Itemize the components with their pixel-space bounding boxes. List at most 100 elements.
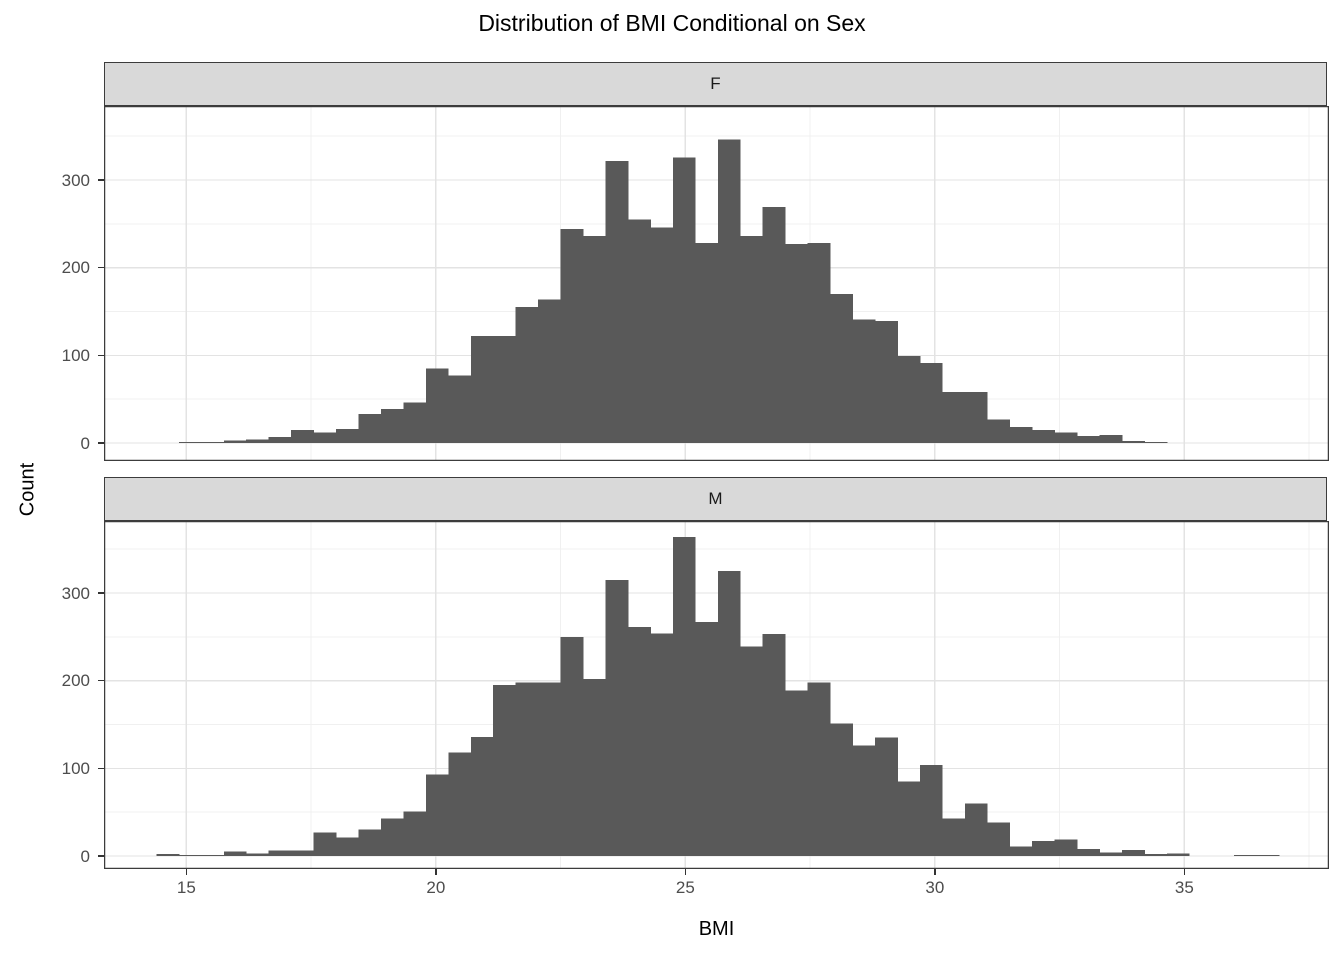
y-tick-label: 300 bbox=[61, 583, 90, 603]
x-tick-label: 25 bbox=[675, 878, 695, 897]
histogram-bar bbox=[874, 321, 898, 443]
histogram-bar bbox=[605, 579, 629, 856]
y-tick-label: 100 bbox=[61, 758, 90, 778]
histogram-bar bbox=[448, 752, 472, 856]
y-tick-label: 200 bbox=[61, 671, 90, 691]
y-tick-mark bbox=[98, 592, 104, 594]
histogram-bar bbox=[740, 236, 764, 443]
y-tick-mark bbox=[98, 267, 104, 269]
y-tick-mark bbox=[98, 354, 104, 357]
x-tick-label: 30 bbox=[925, 878, 945, 897]
histogram-bar bbox=[493, 685, 517, 856]
y-tick-label: 0 bbox=[80, 433, 90, 453]
histogram-bar bbox=[268, 436, 292, 443]
histogram-bar bbox=[1009, 846, 1033, 856]
y-tick-mark bbox=[98, 680, 104, 682]
histogram-bar bbox=[627, 627, 651, 856]
histogram-bar bbox=[1099, 852, 1123, 856]
histogram-bar bbox=[919, 764, 943, 856]
histogram-F bbox=[103, 105, 1330, 462]
histogram-bar bbox=[740, 646, 764, 856]
histogram-bar bbox=[358, 414, 382, 443]
y-tick-mark bbox=[98, 855, 104, 857]
histogram-bar bbox=[942, 392, 966, 443]
panel-f bbox=[103, 105, 1330, 462]
x-tick-mark bbox=[684, 869, 687, 875]
histogram-bar bbox=[807, 243, 831, 443]
y-tick-mark bbox=[98, 442, 104, 444]
facet-strip-f-label: F bbox=[710, 74, 721, 93]
histogram-bar bbox=[1077, 435, 1100, 443]
histogram-bar bbox=[1234, 855, 1258, 856]
panel-border bbox=[103, 520, 1330, 870]
histogram-bar bbox=[336, 837, 359, 856]
histogram-bar bbox=[762, 634, 786, 856]
histogram-bar bbox=[964, 392, 988, 443]
y-tick-mark bbox=[98, 179, 104, 181]
histogram-bar bbox=[515, 682, 539, 856]
histogram-bar bbox=[1166, 853, 1190, 856]
histogram-bar bbox=[807, 682, 831, 856]
x-axis-title: BMI bbox=[698, 918, 735, 940]
histogram-bar bbox=[919, 363, 943, 443]
histogram-bar bbox=[313, 432, 337, 443]
histogram-bar bbox=[178, 442, 202, 443]
facet-strip-m: M bbox=[104, 477, 1327, 521]
histogram-bar bbox=[156, 854, 180, 856]
histogram-bar bbox=[403, 402, 427, 443]
histogram-bar bbox=[246, 853, 270, 856]
histogram-bar bbox=[403, 811, 427, 856]
histogram-bar bbox=[178, 855, 202, 856]
histogram-bar bbox=[425, 774, 449, 856]
histogram-bar bbox=[830, 293, 853, 443]
histogram-bar bbox=[538, 682, 561, 856]
histogram-bar bbox=[493, 336, 517, 443]
histogram-bar bbox=[223, 851, 247, 856]
histogram-bar bbox=[1032, 429, 1055, 443]
histogram-bar bbox=[627, 219, 651, 443]
panel-border bbox=[103, 105, 1330, 462]
histogram-bar bbox=[1009, 427, 1033, 443]
histogram-bar bbox=[1121, 849, 1145, 856]
histogram-bar bbox=[1077, 848, 1100, 856]
histogram-bar bbox=[336, 428, 359, 443]
histogram-bar bbox=[448, 375, 472, 443]
panel-m bbox=[103, 520, 1330, 870]
histogram-bar bbox=[470, 736, 494, 856]
histogram-bar bbox=[605, 160, 629, 443]
y-tick-label: 0 bbox=[80, 846, 90, 866]
histogram-bar bbox=[470, 336, 494, 443]
histogram-bar bbox=[246, 439, 270, 443]
histogram-bar bbox=[852, 319, 876, 443]
histogram-M bbox=[103, 520, 1330, 870]
facet-strip-f: F bbox=[104, 62, 1327, 106]
plot-title: Distribution of BMI Conditional on Sex bbox=[478, 10, 866, 36]
histogram-bar bbox=[695, 621, 719, 856]
histogram-bar bbox=[874, 737, 898, 856]
histogram-bar bbox=[1121, 441, 1145, 443]
histogram-bar bbox=[380, 408, 404, 443]
histogram-bar bbox=[583, 236, 606, 443]
histogram-bar bbox=[762, 207, 786, 443]
x-tick-label: 35 bbox=[1174, 878, 1194, 897]
histogram-bar bbox=[291, 850, 314, 856]
histogram-bar bbox=[560, 636, 584, 856]
histogram-bar bbox=[313, 832, 337, 856]
histogram-bar bbox=[717, 571, 741, 856]
x-tick-label: 15 bbox=[176, 878, 196, 897]
histogram-bar bbox=[785, 690, 808, 856]
facet-strip-m-label: M bbox=[708, 489, 723, 508]
histogram-bar bbox=[380, 818, 404, 856]
y-axis-title: Count bbox=[16, 462, 39, 517]
histogram-bar bbox=[1144, 854, 1168, 856]
histogram-bar bbox=[987, 419, 1011, 443]
histogram-bar bbox=[538, 299, 561, 443]
histogram-bar bbox=[852, 745, 876, 856]
histogram-bar bbox=[201, 442, 225, 443]
histogram-bar bbox=[717, 139, 741, 443]
histogram-bar bbox=[268, 850, 292, 856]
histogram-bar bbox=[583, 678, 606, 856]
histogram-bar bbox=[672, 536, 696, 856]
y-tick-label: 100 bbox=[61, 345, 90, 365]
